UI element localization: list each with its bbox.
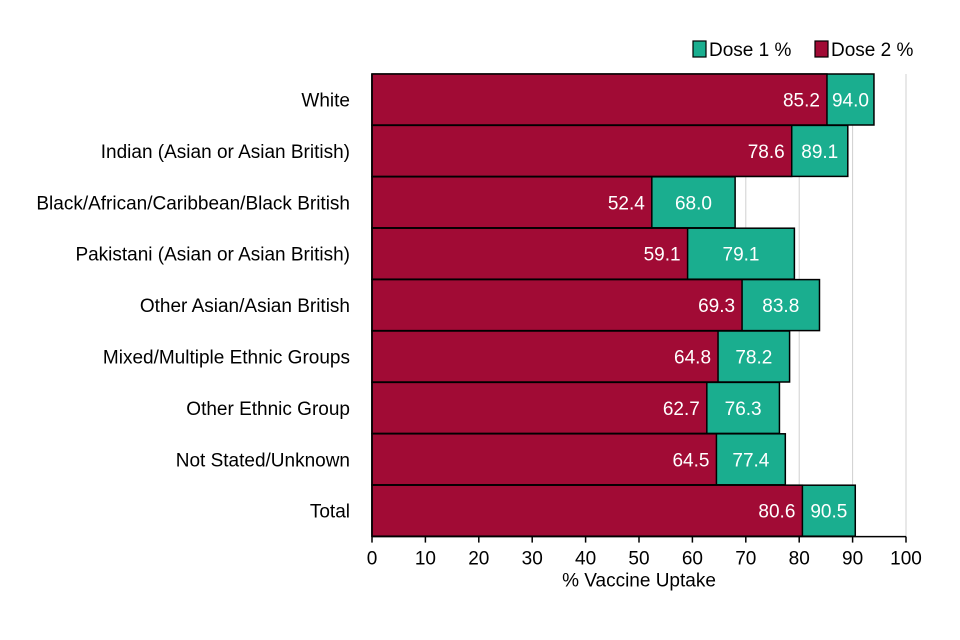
category-labels: White Indian (Asian or Asian British) Blac…: [36, 91, 350, 523]
data-label-dose2: 64.5: [672, 450, 709, 471]
x-tick-label: 0: [367, 549, 378, 570]
data-label-dose1: 90.5: [810, 502, 847, 523]
x-tick-label: 80: [789, 549, 810, 570]
category-label: Other Asian/Asian British: [140, 296, 350, 317]
x-axis-title: % Vaccine Uptake: [562, 571, 716, 592]
data-label-dose2: 69.3: [698, 296, 735, 317]
category-label: Not Stated/Unknown: [176, 450, 350, 471]
bar-dose2: [371, 124, 793, 178]
x-tick-label: 70: [735, 549, 756, 570]
legend-swatch: [692, 40, 707, 58]
x-tick-label: 10: [415, 549, 436, 570]
bar-dose2: [371, 73, 828, 126]
category-label: Other Ethnic Group: [186, 399, 350, 420]
category-label: Total: [310, 502, 350, 523]
x-tick-label: 100: [890, 549, 922, 570]
bar-dose2: [371, 433, 718, 486]
x-tick-label: 90: [842, 549, 863, 570]
x-tick-label: 60: [682, 549, 703, 570]
data-label-dose1: 79.1: [723, 245, 760, 266]
category-label: Black/African/Caribbean/Black British: [36, 193, 350, 214]
data-label-dose2: 59.1: [644, 245, 681, 266]
data-label-dose2: 62.7: [663, 399, 700, 420]
category-label: Indian (Asian or Asian British): [101, 142, 350, 163]
data-label-dose1: 89.1: [801, 142, 838, 163]
data-label-dose1: 68.0: [675, 193, 712, 214]
x-tick-label: 50: [628, 549, 649, 570]
data-labels: 85.2 94.0 78.6 89.1 52.4 68.0 59.1 79.1 69.3 83.8…: [608, 91, 869, 523]
x-tick-label: 30: [522, 549, 543, 570]
bar-dose2: [371, 484, 804, 537]
x-tick-label: 40: [575, 549, 596, 570]
category-label: Mixed/Multiple Ethnic Groups: [103, 348, 350, 369]
data-label-dose2: 80.6: [758, 502, 795, 523]
category-label: White: [301, 91, 350, 112]
legend-label: Dose 2 %: [831, 40, 913, 61]
data-label-dose1: 83.8: [762, 296, 799, 317]
bar-dose2: [371, 330, 719, 383]
legend: Dose 1 % Dose 2 %: [692, 40, 913, 61]
data-label-dose2: 64.8: [674, 348, 711, 369]
bar-dose2: [371, 381, 708, 435]
data-label-dose1: 78.2: [735, 348, 772, 369]
bar-dose2: [371, 227, 689, 280]
data-label-dose1: 77.4: [732, 450, 769, 471]
data-label-dose2: 85.2: [783, 91, 820, 112]
legend-label: Dose 1 %: [709, 40, 791, 61]
legend-swatch: [814, 40, 829, 58]
data-label-dose1: 94.0: [832, 91, 869, 112]
category-label: Pakistani (Asian or Asian British): [75, 245, 350, 266]
x-tick-label: 20: [468, 549, 489, 570]
x-axis: 0 10 20 30 40 50 60 70 80 90 100: [367, 74, 922, 570]
data-label-dose1: 76.3: [725, 399, 762, 420]
bar-dose2: [371, 278, 743, 332]
bars: [371, 73, 875, 537]
data-label-dose2: 78.6: [748, 142, 785, 163]
data-label-dose2: 52.4: [608, 193, 645, 214]
